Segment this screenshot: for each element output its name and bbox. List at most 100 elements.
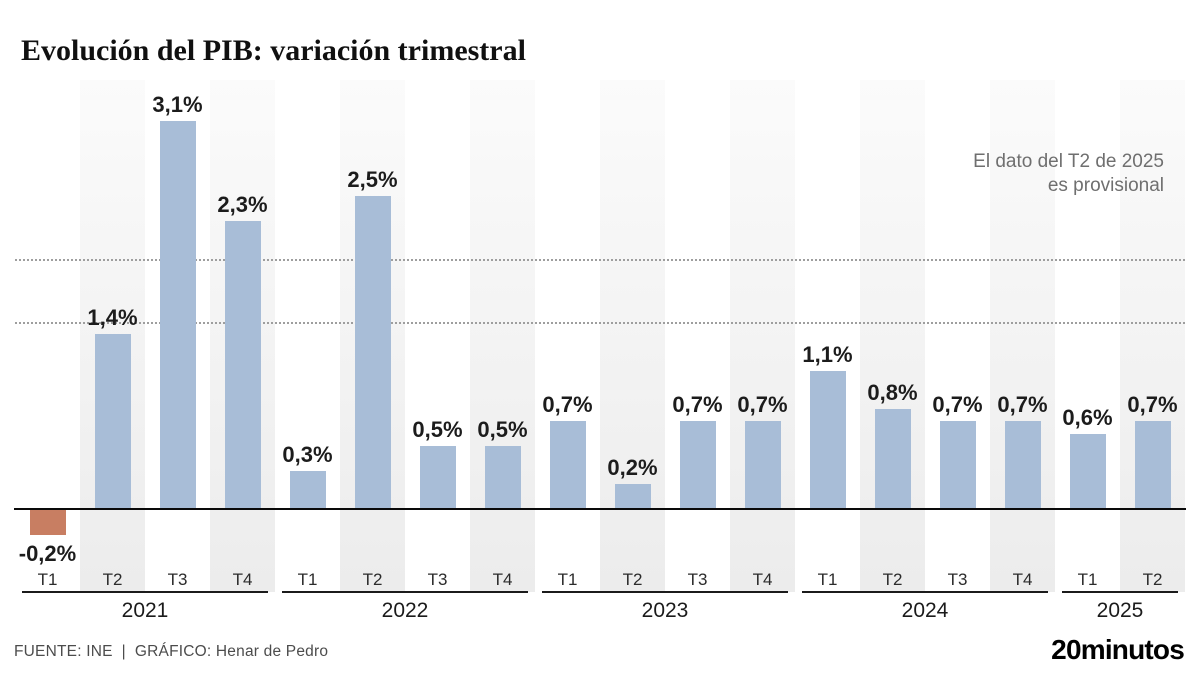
bar-column-2021-T1: -0,2% T1 [15, 80, 80, 592]
bar-2025-T2 [1134, 421, 1171, 509]
bar-column-2024-T3: 0,7% T3 [925, 80, 990, 592]
zero-axis-line [14, 508, 1186, 510]
annotation-line: El dato del T2 de 2025 [973, 151, 1164, 172]
bar-column-2023-T4: 0,7% T4 [730, 80, 795, 592]
footer-separator: | [121, 643, 126, 660]
bar-2023-T1 [549, 421, 586, 509]
bar-column-2025-T2: 0,7% T2 [1120, 80, 1185, 592]
bar-2023-T3 [679, 421, 716, 509]
bar-column-2022-T3: 0,5% T3 [405, 80, 470, 592]
year-axis-line-2021 [22, 591, 268, 593]
column-band [470, 80, 535, 592]
year-axis-line-2024 [802, 591, 1048, 593]
year-axis-line-2023 [542, 591, 788, 593]
quarter-label: T2 [882, 570, 903, 589]
year-label-2024: 2024 [901, 599, 949, 622]
credit-note: GRÁFICO: Henar de Pedro [134, 643, 329, 660]
year-axis-line-2025 [1062, 591, 1178, 593]
year-label-2025: 2025 [1096, 599, 1144, 622]
bar-value-label: 3,1% [152, 92, 203, 117]
bar-2022-T2 [354, 196, 391, 509]
bar-value-label: 2,5% [347, 167, 398, 192]
bar-2024-T1 [809, 371, 846, 509]
source-credit: FUENTE: INE | GRÁFICO: Henar de Pedro [14, 643, 328, 661]
bar-column-2025-T1: 0,6% T1 [1055, 80, 1120, 592]
bar-2021-T4 [224, 221, 261, 509]
bar-2022-T3 [419, 446, 456, 509]
annotation-line: es provisional [1047, 174, 1164, 196]
bar-value-label: 0,7% [997, 392, 1048, 417]
bar-column-2022-T1: 0,3% T1 [275, 80, 340, 592]
bar-2024-T2 [874, 409, 911, 509]
bar-value-label: 0,7% [542, 392, 593, 417]
bar-value-label: 0,6% [1062, 405, 1113, 430]
bar-value-label: 2,3% [217, 192, 268, 217]
quarter-label: T3 [427, 570, 448, 589]
bar-2024-T4 [1004, 421, 1041, 509]
bar-value-label: 1,1% [802, 342, 853, 367]
column-band [860, 80, 925, 592]
quarter-label: T2 [1142, 570, 1163, 589]
bar-column-2024-T2: 0,8% T2 [860, 80, 925, 592]
quarter-label: T3 [947, 570, 968, 589]
quarter-label: T4 [1012, 570, 1033, 589]
quarter-label: T3 [687, 570, 708, 589]
bar-value-label: 1,4% [87, 305, 138, 330]
quarter-label: T1 [557, 570, 578, 589]
bar-value-label: 0,5% [477, 417, 528, 442]
bar-2023-T2 [614, 484, 651, 509]
source-note: FUENTE: INE [14, 643, 113, 660]
bar-column-2022-T2: 2,5% T2 [340, 80, 405, 592]
bar-value-label: 0,5% [412, 417, 463, 442]
quarter-label: T4 [752, 570, 773, 589]
bar-2022-T4 [484, 446, 521, 509]
bar-2021-T1 [29, 510, 66, 535]
bar-column-2022-T4: 0,5% T4 [470, 80, 535, 592]
year-axis-line-2022 [282, 591, 528, 593]
column-band [730, 80, 795, 592]
bar-2021-T3 [159, 121, 196, 509]
bar-value-label: 0,8% [867, 380, 918, 405]
bar-value-label: -0,2% [18, 541, 77, 566]
year-label-2021: 2021 [121, 599, 169, 622]
quarter-label: T2 [362, 570, 383, 589]
bar-column-2021-T3: 3,1% T3 [145, 80, 210, 592]
quarter-label: T1 [1077, 570, 1098, 589]
year-label-2023: 2023 [641, 599, 689, 622]
bar-column-2023-T1: 0,7% T1 [535, 80, 600, 592]
quarter-label: T1 [297, 570, 318, 589]
column-band [600, 80, 665, 592]
quarter-label: T1 [37, 570, 58, 589]
quarter-label: T2 [102, 570, 123, 589]
bar-2021-T2 [94, 334, 131, 509]
year-label-2022: 2022 [381, 599, 429, 622]
gridline-2pct [15, 259, 1185, 261]
annotation: El dato del T2 de 2025 es provisional [973, 150, 1164, 197]
bar-column-2024-T4: 0,7% T4 [990, 80, 1055, 592]
quarter-label: T4 [492, 570, 513, 589]
bar-column-2023-T3: 0,7% T3 [665, 80, 730, 592]
logo-20minutos: 20minutos [1051, 634, 1185, 665]
quarter-label: T4 [232, 570, 253, 589]
page-title: Evolución del PIB: variación trimestral [21, 34, 526, 68]
bar-value-label: 0,2% [607, 455, 658, 480]
bar-2022-T1 [289, 471, 326, 509]
bar-value-label: 0,7% [672, 392, 723, 417]
bar-value-label: 0,7% [1127, 392, 1178, 417]
bar-column-2021-T4: 2,3% T4 [210, 80, 275, 592]
quarter-label: T3 [167, 570, 188, 589]
bar-value-label: 0,7% [737, 392, 788, 417]
gridline-1-5pct [15, 321, 1185, 324]
quarter-label: T1 [817, 570, 838, 589]
bar-column-2023-T2: 0,2% T2 [600, 80, 665, 592]
bar-column-2021-T2: 1,4% T2 [80, 80, 145, 592]
bar-2024-T3 [939, 421, 976, 509]
bar-column-2024-T1: 1,1% T1 [795, 80, 860, 592]
quarter-label: T2 [622, 570, 643, 589]
bar-value-label: 0,3% [282, 442, 333, 467]
bar-2023-T4 [744, 421, 781, 509]
bar-2025-T1 [1069, 434, 1106, 509]
bar-value-label: 0,7% [932, 392, 983, 417]
